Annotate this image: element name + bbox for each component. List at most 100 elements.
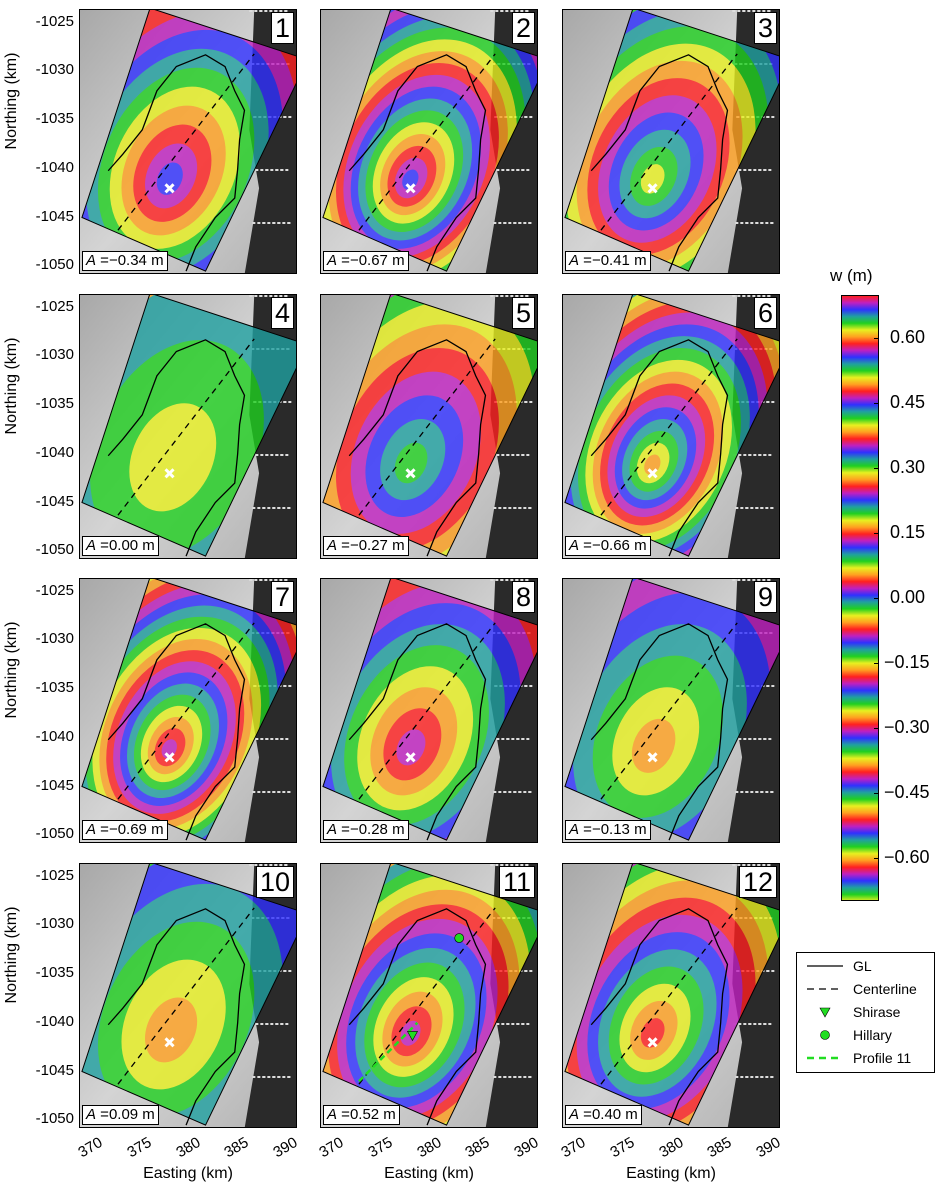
rock-speckle xyxy=(752,864,756,866)
map-panel-11: 11 A =0.52 m xyxy=(320,863,538,1128)
rock-speckle xyxy=(737,579,741,581)
centerline xyxy=(600,338,738,516)
y-tick-label: -1035 xyxy=(35,679,74,697)
rock-speckle xyxy=(508,507,512,509)
rock-speckle xyxy=(524,970,528,972)
y-tick-label: -1035 xyxy=(35,110,74,128)
rock-speckle xyxy=(732,295,736,297)
rock-speckle xyxy=(508,791,512,793)
amplitude-label: A =−0.69 m xyxy=(82,820,168,840)
rock-speckle xyxy=(285,738,289,740)
fringe xyxy=(129,403,217,512)
panel-map xyxy=(80,295,296,558)
rock-speckle xyxy=(503,222,507,224)
panel-map xyxy=(321,864,537,1127)
rock-speckle xyxy=(742,10,746,12)
rock-speckle xyxy=(284,295,288,297)
rock-speckle xyxy=(748,738,752,740)
panel-number: 7 xyxy=(270,581,294,613)
amplitude-symbol: A xyxy=(86,821,97,838)
x-tick-label: 380 xyxy=(414,1134,445,1162)
panel-number: 3 xyxy=(753,12,777,44)
rock-speckle xyxy=(515,579,519,581)
rock-speckle xyxy=(511,738,515,740)
rock-speckle xyxy=(770,222,774,224)
rock-speckle xyxy=(768,169,772,171)
rock-speckle xyxy=(498,1076,502,1078)
rock-speckle xyxy=(287,222,291,224)
rock-speckle xyxy=(765,507,769,509)
panel-number: 4 xyxy=(270,297,294,329)
rock-speckle xyxy=(264,864,268,866)
rock-speckle xyxy=(277,1076,281,1078)
amplitude-symbol: A xyxy=(86,252,97,269)
rock-speckle xyxy=(748,169,752,171)
rock-speckle xyxy=(506,169,510,171)
x-tick-label: 390 xyxy=(270,1134,301,1162)
rock-speckle xyxy=(501,738,505,740)
legend-label: GL xyxy=(853,958,872,974)
x-marker-icon xyxy=(164,752,175,763)
rock-speckle xyxy=(252,791,256,793)
rock-speckle xyxy=(752,295,756,297)
y-tick-label: -1045 xyxy=(35,776,74,794)
rock-speckle xyxy=(506,454,510,456)
rock-speckle xyxy=(508,1076,512,1078)
rock-speckle xyxy=(259,864,263,866)
x-tick-label: 370 xyxy=(75,1134,106,1162)
rock-speckle xyxy=(267,791,271,793)
rock-speckle xyxy=(742,579,746,581)
rock-speckle xyxy=(515,864,519,866)
rock-speckle xyxy=(269,295,273,297)
rock-speckle xyxy=(272,791,276,793)
swath-outline xyxy=(564,864,779,1126)
rock-speckle xyxy=(755,222,759,224)
fringe xyxy=(394,442,428,484)
rock-speckle xyxy=(747,295,751,297)
legend-item-hillary: Hillary xyxy=(797,1025,936,1045)
rock-speckle xyxy=(260,738,264,740)
amplitude-symbol: A xyxy=(86,537,97,554)
rock-speckle xyxy=(506,1023,510,1025)
swath-outline xyxy=(81,10,296,272)
rock-speckle xyxy=(518,791,522,793)
rock-speckle xyxy=(288,970,292,972)
panel-map xyxy=(563,10,779,273)
rock-speckle xyxy=(732,864,736,866)
rock-speckle xyxy=(255,738,259,740)
panel-number: 1 xyxy=(270,12,294,44)
rock-speckle xyxy=(748,1023,752,1025)
rock-speckle xyxy=(740,222,744,224)
legend-label: Shirase xyxy=(853,1004,901,1020)
rock-speckle xyxy=(262,791,266,793)
rock-speckle xyxy=(755,507,759,509)
rock-speckle xyxy=(280,454,284,456)
rock-speckle xyxy=(523,791,527,793)
rock-speckle xyxy=(269,579,273,581)
rock-speckle xyxy=(525,10,529,12)
map-panel-7: 7 A =−0.69 m xyxy=(79,578,297,843)
rock-speckle xyxy=(742,864,746,866)
y-axis-label: Northing (km) xyxy=(3,906,20,1004)
rock-speckle xyxy=(264,10,268,12)
rock-speckle xyxy=(757,864,761,866)
amplitude-value: =−0.69 m xyxy=(96,821,164,838)
rock-speckle xyxy=(277,507,281,509)
rock-speckle xyxy=(500,864,504,866)
rock-speckle xyxy=(284,579,288,581)
rock-speckle xyxy=(260,454,264,456)
rock-speckle xyxy=(257,791,261,793)
rock-speckle xyxy=(267,1076,271,1078)
amplitude-value: =0.52 m xyxy=(337,1106,396,1123)
rock-speckle xyxy=(755,1076,759,1078)
rock-speckle xyxy=(260,1023,264,1025)
colorbar-tick-mark xyxy=(874,403,879,405)
rock-speckle xyxy=(528,507,532,509)
rock-speckle xyxy=(529,116,533,118)
panel-map xyxy=(80,579,296,842)
swath-outline xyxy=(322,295,537,557)
rock-speckle xyxy=(528,1076,532,1078)
rock-speckle xyxy=(270,454,274,456)
centerline xyxy=(358,338,496,516)
rock-speckle xyxy=(259,10,263,12)
